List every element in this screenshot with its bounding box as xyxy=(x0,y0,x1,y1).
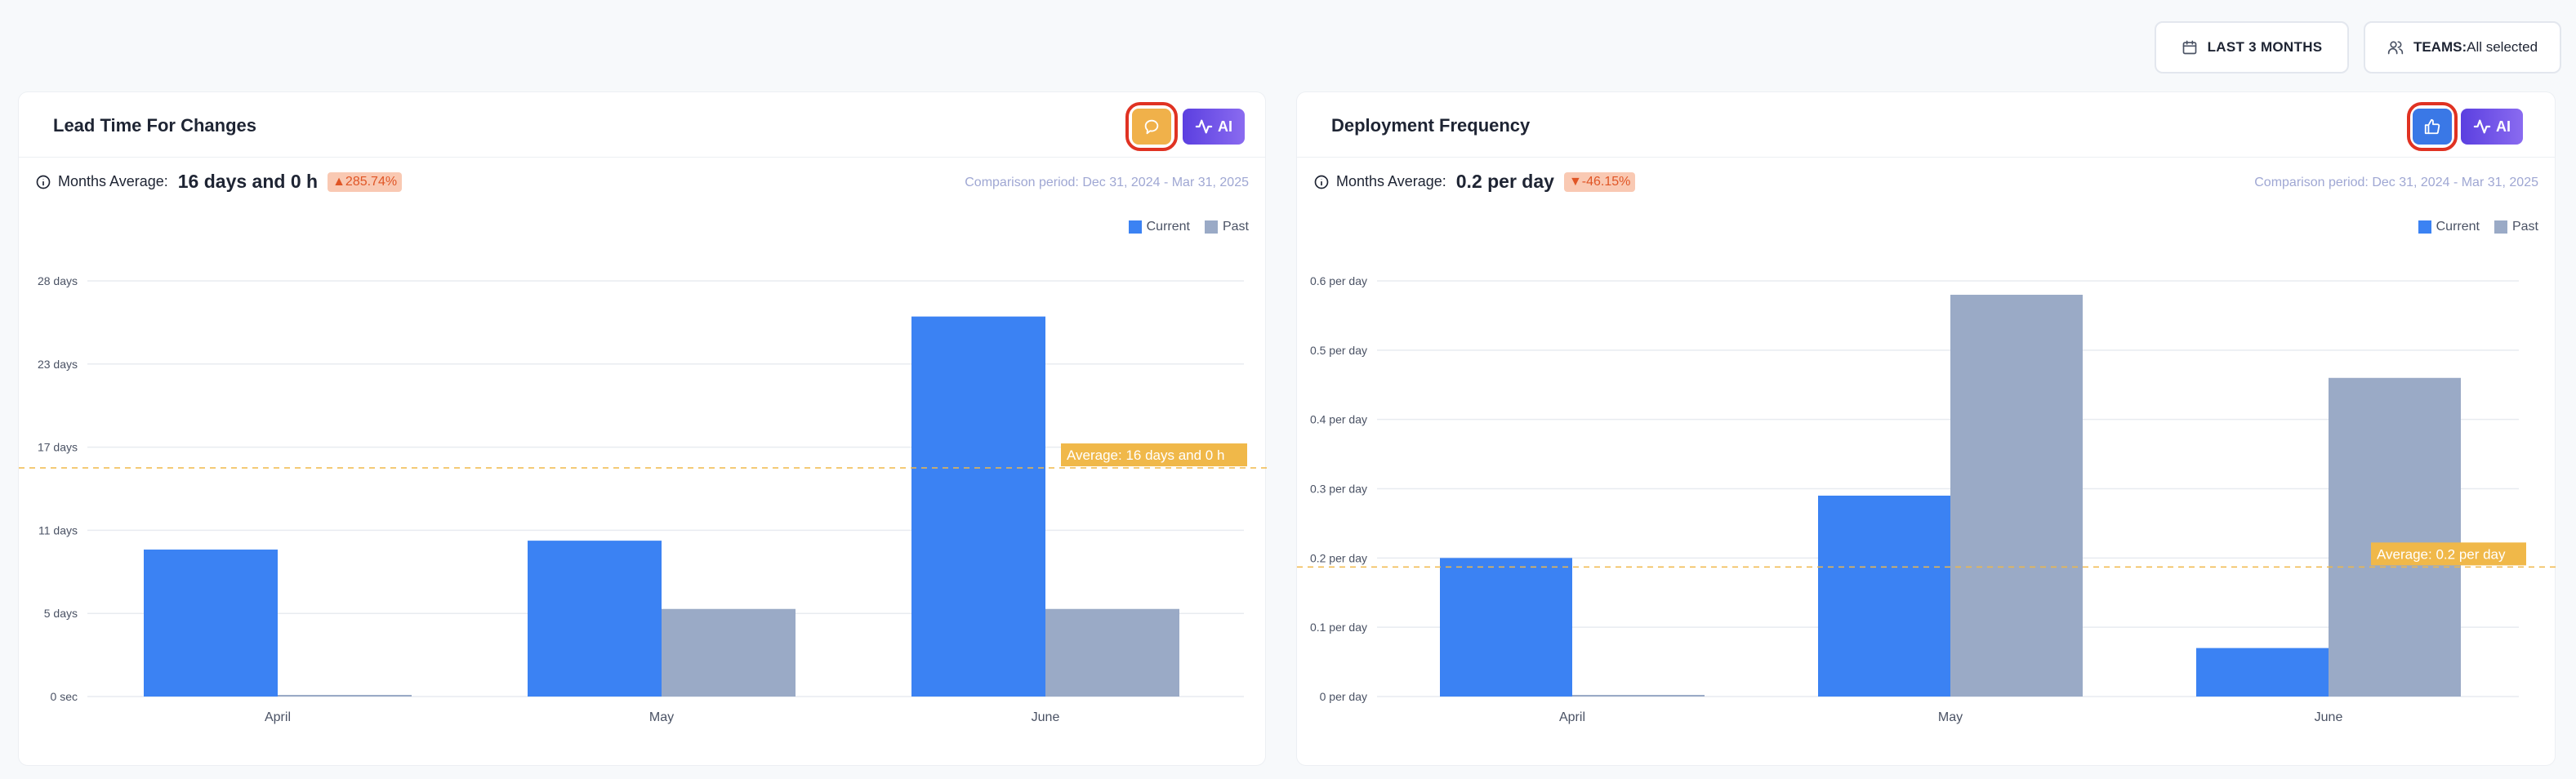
card-header: Deployment Frequency AI xyxy=(1297,92,2555,158)
y-tick-label: 11 days xyxy=(38,523,78,536)
comparison-period: Comparison period: Dec 31, 2024 - Mar 31… xyxy=(2254,176,2538,189)
average-label-box xyxy=(2371,542,2526,566)
months-average: Months Average: 0.2 per day ▼-46.15% xyxy=(1313,171,1636,193)
ai-button-label: AI xyxy=(1218,118,1232,135)
average-label-box xyxy=(1061,443,1247,467)
average-value: 0.2 per day xyxy=(1455,171,1554,192)
highlight-ring xyxy=(1125,102,1178,151)
legend-label: Current xyxy=(2436,220,2480,234)
feedback-button[interactable] xyxy=(1132,109,1171,145)
x-tick-label: April xyxy=(265,710,291,724)
users-icon xyxy=(2387,41,2404,55)
activity-icon xyxy=(2473,119,2491,134)
x-tick-label: June xyxy=(2315,710,2343,724)
deployment-frequency-card: Deployment Frequency AI Months Average: … xyxy=(1296,91,2556,766)
teams-filter-button[interactable]: TEAMS:All selected xyxy=(2364,21,2561,73)
legend-label: Past xyxy=(2511,220,2538,234)
y-tick-label: 0 per day xyxy=(1320,690,1367,703)
bar-past xyxy=(1045,608,1179,697)
info-icon xyxy=(1314,175,1329,189)
legend-swatch xyxy=(1204,220,1218,234)
date-range-button[interactable]: LAST 3 MONTHS xyxy=(2155,21,2349,73)
teams-filter-value: All selected xyxy=(2467,39,2538,55)
bar-current xyxy=(1818,495,1950,697)
bar-current xyxy=(144,550,278,697)
deployment-frequency-chart: 0 per day 0.1 per day 0.2 per day 0.3 per d… xyxy=(1297,274,2556,724)
average-label: Months Average: xyxy=(1336,173,1446,189)
bar-past xyxy=(278,695,412,697)
chart-legend: Current Past xyxy=(1128,220,1249,234)
legend-swatch xyxy=(2494,220,2507,234)
chart-legend: Current Past xyxy=(2418,220,2538,234)
bar-current xyxy=(1440,558,1572,697)
average-label: Average: 16 days and 0 h xyxy=(1067,447,1224,463)
months-average: Months Average: 16 days and 0 h ▲285.74% xyxy=(35,171,403,193)
card-header: Lead Time For Changes AI xyxy=(19,92,1265,158)
bar-current xyxy=(528,541,662,697)
y-tick-label: 0.4 per day xyxy=(1310,413,1367,426)
average-label: Average: 0.2 per day xyxy=(2377,546,2506,562)
legend-current: Current xyxy=(2418,220,2480,234)
x-tick-label: May xyxy=(649,710,674,724)
y-tick-label: 0 sec xyxy=(51,690,78,703)
chat-bubble-icon xyxy=(1144,119,1159,135)
feedback-button[interactable] xyxy=(2413,109,2452,145)
bar-past xyxy=(662,608,796,697)
y-tick-label: 5 days xyxy=(44,607,78,620)
ai-button-label: AI xyxy=(2496,118,2511,135)
highlight-ring xyxy=(2407,102,2458,151)
calendar-icon xyxy=(2182,40,2196,55)
card-title: Deployment Frequency xyxy=(1331,115,1531,136)
legend-swatch xyxy=(2418,220,2431,234)
legend-swatch xyxy=(1128,220,1142,234)
legend-current: Current xyxy=(1128,220,1190,234)
legend-label: Current xyxy=(1146,220,1190,234)
card-title: Lead Time For Changes xyxy=(53,115,256,136)
thumbs-up-icon xyxy=(2424,118,2440,135)
change-badge: ▼-46.15% xyxy=(1563,171,1636,192)
lead-time-card: Lead Time For Changes AI Months Average:… xyxy=(18,91,1267,766)
info-icon xyxy=(36,175,51,189)
legend-label: Past xyxy=(1222,220,1249,234)
date-range-label: LAST 3 MONTHS xyxy=(2207,39,2323,55)
comparison-period: Comparison period: Dec 31, 2024 - Mar 31… xyxy=(965,176,1249,189)
bar-past xyxy=(1950,294,2083,697)
teams-filter-label: TEAMS: xyxy=(2413,39,2467,55)
y-tick-label: 0.1 per day xyxy=(1310,621,1367,634)
bar-current xyxy=(2196,648,2329,697)
x-tick-label: June xyxy=(1032,710,1060,724)
ai-button[interactable]: AI xyxy=(1183,109,1245,145)
average-label: Months Average: xyxy=(58,173,168,189)
lead-time-chart: 0 sec 5 days 11 days 17 days 23 days 28 days A… xyxy=(19,274,1267,724)
legend-past: Past xyxy=(2494,220,2538,234)
y-tick-label: 0.2 per day xyxy=(1310,551,1367,564)
y-tick-label: 23 days xyxy=(38,358,78,371)
x-tick-label: May xyxy=(1938,710,1963,724)
change-badge: ▲285.74% xyxy=(328,171,403,192)
average-value: 16 days and 0 h xyxy=(177,171,319,192)
y-tick-label: 0.6 per day xyxy=(1310,274,1367,287)
ai-button[interactable]: AI xyxy=(2461,109,2523,145)
y-tick-label: 28 days xyxy=(38,274,78,287)
bar-current xyxy=(911,316,1045,697)
activity-icon xyxy=(1195,119,1213,134)
x-tick-label: April xyxy=(1559,710,1585,724)
y-tick-label: 0.5 per day xyxy=(1310,344,1367,357)
legend-past: Past xyxy=(1204,220,1249,234)
bar-past xyxy=(2329,377,2461,697)
y-tick-label: 17 days xyxy=(38,441,78,454)
bar-past xyxy=(1572,695,1705,697)
y-tick-label: 0.3 per day xyxy=(1310,483,1367,496)
